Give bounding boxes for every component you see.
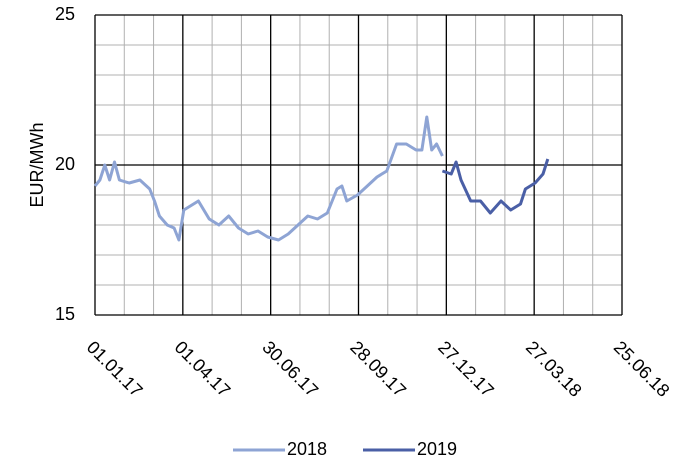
y-tick-label: 25 bbox=[55, 4, 75, 24]
x-tick-label: 27.12.17 bbox=[434, 337, 498, 401]
x-tick-label: 25.06.18 bbox=[610, 337, 674, 401]
legend-label: 2019 bbox=[417, 439, 457, 459]
line-series bbox=[441, 158, 550, 215]
x-tick-label: 01.01.17 bbox=[83, 337, 147, 401]
line-series bbox=[93, 115, 444, 242]
x-tick-label: 01.04.17 bbox=[171, 337, 235, 401]
y-tick-label: 15 bbox=[55, 304, 75, 324]
legend-label: 2018 bbox=[287, 439, 327, 459]
y-tick-label: 20 bbox=[55, 154, 75, 174]
y-axis-label: EUR/MWh bbox=[27, 123, 47, 208]
x-tick-label: 27.03.18 bbox=[522, 337, 586, 401]
x-tick-label: 28.09.17 bbox=[346, 337, 410, 401]
x-tick-label: 30.06.17 bbox=[258, 337, 322, 401]
